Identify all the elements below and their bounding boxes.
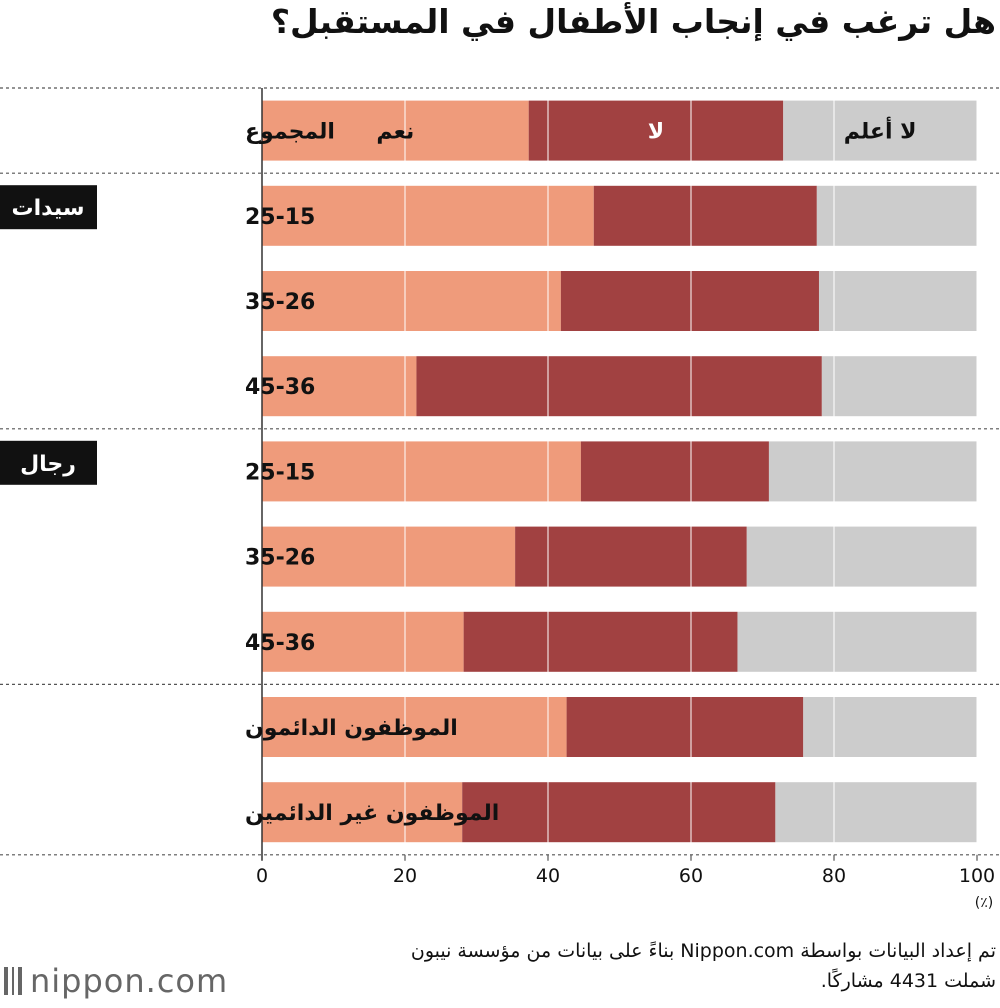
bar-segment — [566, 697, 804, 757]
bar-segment — [463, 611, 738, 672]
x-tick-label: 40 — [536, 865, 560, 887]
x-tick-label: 80 — [822, 865, 846, 887]
brand-name: nippon.com — [30, 962, 229, 1000]
x-tick-label: 20 — [393, 865, 417, 887]
chart-title: هل ترغب في إنجاب الأطفال في المستقبل؟ — [270, 2, 996, 41]
bar-segment — [783, 100, 977, 161]
bar-segment — [737, 611, 977, 672]
bar-segment — [462, 782, 776, 843]
bar-segment — [262, 697, 567, 757]
series-label: لا أعلم — [844, 116, 917, 145]
nippon-logo-icon — [4, 967, 22, 995]
category-label: 45-36 — [245, 375, 315, 400]
bar-segment — [416, 356, 822, 417]
source-note: تم إعداد البيانات بواسطة Nippon.com بناء… — [411, 936, 996, 996]
x-tick-label: 60 — [679, 865, 703, 887]
bar-segment — [262, 526, 516, 587]
bar-segment — [816, 185, 977, 246]
bar-segment — [593, 185, 817, 246]
group-tag-background — [0, 440, 97, 485]
bar-segment — [262, 441, 581, 502]
bar-segment — [821, 356, 977, 417]
x-tick-label: 100 — [959, 865, 995, 887]
bar-segment — [803, 697, 977, 757]
series-label: لا — [648, 120, 664, 145]
bar-segment — [262, 611, 464, 672]
category-label: 25-15 — [245, 205, 315, 230]
bar-segment — [746, 526, 977, 587]
category-label: 35-26 — [245, 290, 315, 315]
group-tag-label: رجال — [20, 452, 76, 477]
category-label: 25-15 — [245, 460, 315, 485]
bar-segment — [528, 100, 784, 161]
bar-segment — [262, 782, 463, 843]
bar-segment — [262, 356, 417, 417]
bar-segment — [262, 185, 594, 246]
group-tag-label: سيدات — [12, 196, 85, 221]
source-line-2: شملت 4431 مشاركًا. — [820, 970, 996, 992]
category-label: 45-36 — [245, 631, 315, 656]
category-label: الموظفون غير الدائمين — [245, 801, 499, 826]
category-label: الموظفون الدائمون — [245, 716, 458, 741]
bar-segment — [768, 441, 977, 502]
unit-label: (٪) — [975, 895, 993, 911]
stacked-bar-chart: 0 20 40 60 80 100 (٪) المجموع 25-15 35-26 45-36 25-… — [0, 87, 1000, 911]
brand-logo: nippon.com — [4, 962, 228, 1000]
x-tick-label: 0 — [256, 865, 268, 887]
group-tag-background — [0, 185, 97, 230]
bar-segment — [262, 271, 561, 331]
category-label: 35-26 — [245, 546, 315, 571]
bar-segment — [775, 782, 977, 843]
category-label: المجموع — [245, 120, 335, 145]
series-label: نعم — [376, 120, 414, 145]
bar-segment — [262, 100, 529, 161]
source-line-1: تم إعداد البيانات بواسطة Nippon.com بناء… — [410, 940, 996, 962]
bar-segment — [515, 526, 747, 587]
bar-segment — [818, 271, 977, 331]
bar-segment — [560, 271, 819, 331]
bar-segment — [580, 441, 769, 502]
